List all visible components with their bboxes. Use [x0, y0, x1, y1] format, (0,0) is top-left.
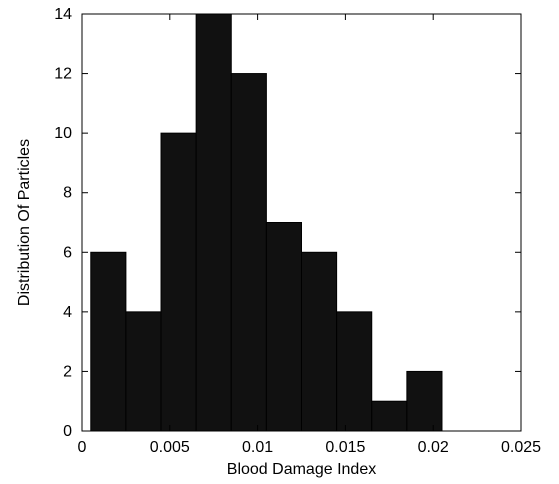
- histogram-bar: [195, 13, 232, 432]
- y-tick-label: 0: [63, 423, 72, 440]
- histogram-bar: [336, 311, 373, 432]
- x-axis-label: Blood Damage Index: [227, 461, 376, 478]
- histogram-bar: [371, 400, 408, 432]
- x-tick-label: 0.025: [501, 439, 541, 456]
- y-tick-label: 8: [63, 185, 72, 202]
- y-axis-label: Distribution Of Particles: [16, 139, 33, 306]
- y-tick-label: 12: [54, 66, 72, 83]
- x-tick-label: 0.02: [418, 439, 449, 456]
- tick-labels-group: 0 0.005 0.01 0.015 0.02 0.025 0 2 4 6 8 10 12 14: [54, 6, 541, 456]
- y-tick-label: 6: [63, 244, 72, 261]
- y-tick-label: 10: [54, 125, 72, 142]
- x-tick-label: 0.015: [325, 439, 365, 456]
- histogram-bar: [406, 370, 443, 432]
- histogram-bar: [230, 73, 267, 432]
- x-tick-label: 0.005: [150, 439, 190, 456]
- y-tick-label: 4: [63, 304, 72, 321]
- histogram-bar: [160, 132, 197, 432]
- histogram-bar: [90, 251, 127, 432]
- histogram-bar: [125, 311, 162, 432]
- ticks-group: [81, 13, 522, 432]
- y-tick-label: 14: [54, 6, 72, 23]
- histogram-bar: [265, 222, 303, 432]
- x-tick-label: 0: [78, 439, 87, 456]
- x-tick-label: 0.01: [242, 439, 273, 456]
- plot-frame: [81, 13, 522, 432]
- bars-group: [90, 13, 443, 432]
- y-tick-label: 2: [63, 363, 72, 380]
- histogram-bar: [301, 251, 338, 432]
